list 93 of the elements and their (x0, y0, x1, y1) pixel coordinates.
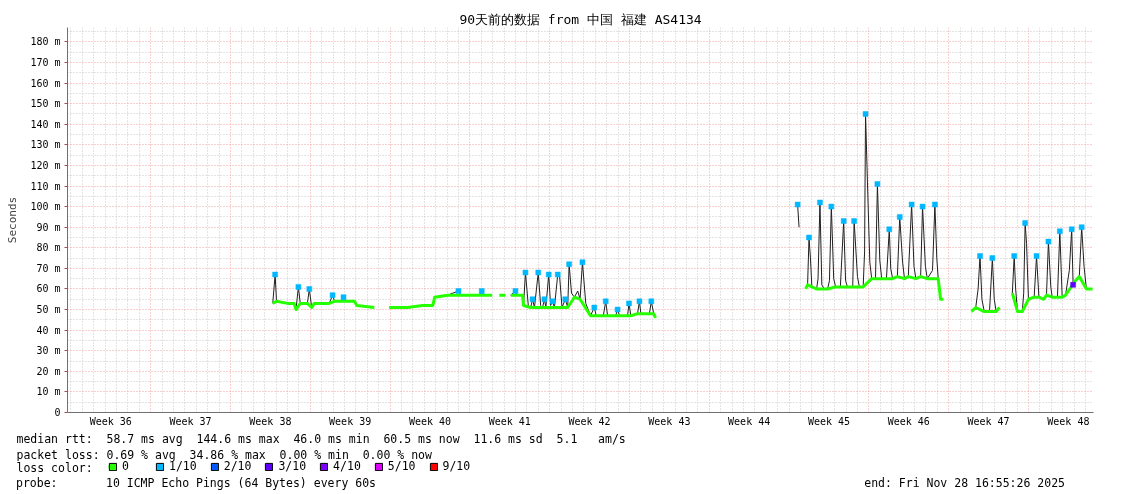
point (828, 203, 835, 210)
point (989, 255, 996, 261)
y-tick-label: 110 m (30, 180, 61, 192)
point (874, 181, 881, 187)
y-tick-label: 40 m (36, 324, 61, 336)
point (1078, 224, 1085, 230)
point (626, 300, 632, 307)
y-tick-label: 130 m (30, 139, 61, 151)
y-tick-label: 120 m (30, 159, 61, 171)
point (1068, 226, 1075, 233)
y-tick-label: 70 m (36, 262, 61, 274)
point (862, 111, 869, 117)
x-tick-label: Week 40 (408, 415, 452, 427)
point (549, 298, 556, 305)
point (295, 284, 302, 290)
x-tick-label: Week 42 (568, 415, 611, 427)
text: median rtt: 58.7 ms avg 144.6 ms max 46.0 ms min 60.5 ms now 11.6 ms sd 5.1 am/s (16, 431, 626, 446)
point (306, 286, 313, 292)
x-tick-label: Week 41 (488, 415, 531, 427)
x-tick-label: Week 45 (807, 415, 851, 427)
y-axis-title: Seconds (6, 196, 20, 244)
legend-label: 3/10 (278, 460, 307, 473)
y-tick-label: 80 m (36, 242, 61, 254)
point (614, 306, 621, 313)
legend-title: loss color: (16, 460, 93, 475)
legend-label: 2/10 (223, 460, 252, 473)
legend-label: 4/10 (333, 460, 361, 473)
y-tick-label: 0 (54, 407, 61, 418)
chart-title: 90天前的数据 from 中国 福建 AS4134 (459, 11, 702, 27)
point (529, 296, 536, 303)
point (591, 304, 598, 311)
legend-label: 1/10 (169, 461, 197, 473)
point (1045, 238, 1052, 245)
text: end: Fri Nov 28 16:55:26 2025 (864, 475, 1065, 492)
y-tick-label: 150 m (30, 98, 61, 110)
point (1057, 228, 1063, 235)
x-tick-label: Week 37 (169, 415, 212, 427)
x-tick-label: Week 48 (1047, 415, 1090, 427)
point (535, 269, 542, 276)
point (1022, 220, 1028, 226)
point (512, 288, 519, 294)
x-tick-label: Week 38 (249, 415, 292, 427)
x-tick-label: Week 46 (887, 415, 930, 427)
y-tick-label: 10 m (36, 386, 61, 398)
point (1011, 253, 1017, 259)
point (1033, 253, 1040, 259)
point (648, 298, 655, 305)
point (455, 288, 462, 294)
point (340, 294, 347, 300)
point (896, 214, 903, 220)
y-tick-label: 170 m (30, 57, 61, 68)
point (794, 201, 801, 208)
point (908, 201, 915, 208)
y-tick-label: 60 m (36, 283, 61, 295)
y-tick-label: 90 m (36, 221, 61, 233)
legend-label: 5/10 (387, 460, 416, 473)
y-tick-label: 50 m (36, 304, 61, 316)
text: probe: 10 ICMP Echo Pings (64 Bytes) every 60s (16, 475, 377, 492)
point (541, 296, 548, 303)
point (886, 226, 893, 233)
point (1070, 282, 1076, 288)
y-tick-label: 180 m (30, 36, 61, 48)
x-tick-label: Week 36 (89, 415, 132, 427)
point (602, 298, 609, 305)
y-tick-label: 160 m (30, 77, 61, 89)
legend-label: 0 (122, 460, 130, 473)
point (554, 271, 561, 278)
point (522, 269, 529, 276)
x-tick-label: Week 43 (648, 415, 691, 427)
point (566, 261, 572, 268)
point (636, 298, 643, 305)
point (579, 259, 586, 265)
point (545, 271, 552, 278)
x-tick-label: Week 44 (728, 415, 771, 427)
point (840, 218, 847, 224)
y-tick-label: 140 m (30, 118, 61, 130)
point (817, 199, 823, 206)
text: packet loss: 0.69 % avg 34.86 % max 0.00 % min 0.00 % now (16, 447, 432, 462)
point (329, 292, 336, 298)
point (977, 253, 983, 259)
point (932, 201, 938, 208)
x-tick-label: Week 47 (967, 415, 1010, 427)
point (806, 234, 812, 241)
y-tick-label: 30 m (36, 345, 61, 357)
point (478, 288, 485, 294)
point (562, 296, 569, 303)
point (851, 218, 857, 224)
point (919, 203, 926, 210)
y-tick-label: 20 m (36, 365, 61, 377)
legend-label: 9/10 (442, 460, 471, 473)
x-tick-label: Week 39 (329, 415, 372, 427)
point (272, 271, 278, 278)
y-tick-label: 100 m (30, 201, 61, 213)
